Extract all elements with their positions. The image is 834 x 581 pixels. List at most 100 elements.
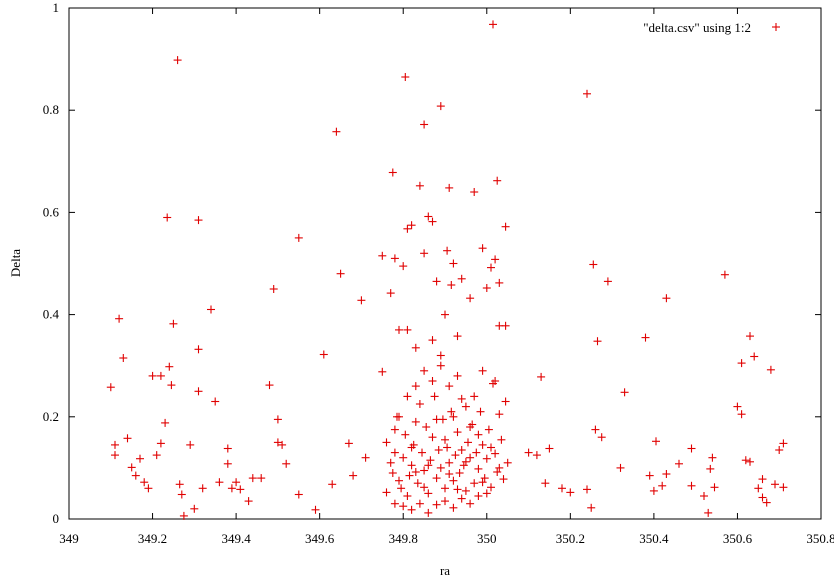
data-point: [248, 474, 257, 483]
data-point: [737, 359, 746, 368]
data-point: [190, 504, 199, 513]
y-tick-label: 0.4: [43, 307, 60, 322]
data-point: [123, 434, 132, 443]
data-point: [388, 469, 397, 477]
data-point: [332, 127, 341, 136]
data-point: [771, 480, 779, 489]
data-point: [652, 437, 660, 446]
data-point: [754, 484, 763, 493]
data-point: [215, 478, 224, 487]
data-point: [436, 463, 445, 472]
data-point: [491, 377, 500, 385]
data-point: [420, 366, 429, 375]
data-point: [432, 474, 441, 483]
data-point: [415, 400, 424, 408]
y-tick-label: 0.6: [43, 204, 60, 219]
data-point: [382, 488, 391, 497]
data-point: [493, 176, 502, 185]
data-point: [106, 383, 115, 392]
data-point: [474, 492, 483, 500]
data-point: [501, 321, 510, 330]
x-tick-label: 349: [59, 531, 79, 546]
data-point: [566, 488, 575, 497]
data-point: [390, 425, 399, 434]
data-point: [328, 480, 337, 489]
data-point: [532, 451, 541, 460]
data-point: [503, 458, 512, 467]
data-series: [106, 20, 788, 520]
data-point: [720, 270, 729, 279]
x-tick-label: 350.2: [556, 531, 585, 546]
data-point: [478, 244, 487, 253]
data-point: [591, 425, 600, 434]
data-point: [173, 56, 182, 65]
data-point: [766, 365, 775, 374]
data-point: [388, 168, 397, 177]
data-point: [445, 458, 454, 467]
data-point: [597, 433, 606, 442]
data-point: [194, 387, 203, 396]
data-point: [589, 260, 598, 269]
data-point: [487, 263, 495, 272]
x-tick-label: 350: [477, 531, 497, 546]
data-point: [395, 476, 403, 485]
x-axis-label: ra: [440, 563, 450, 578]
data-point: [415, 181, 424, 190]
data-point: [165, 362, 174, 371]
data-point: [710, 483, 719, 492]
data-point: [399, 262, 408, 271]
data-point: [706, 464, 715, 473]
y-tick-label: 1: [53, 0, 60, 15]
x-tick-label: 349.4: [221, 531, 251, 546]
data-point: [453, 332, 462, 341]
data-point: [432, 415, 441, 424]
data-point: [583, 89, 591, 98]
data-point: [294, 490, 303, 499]
data-point: [687, 481, 696, 490]
data-point: [405, 471, 414, 480]
data-point: [432, 277, 441, 286]
data-point: [119, 354, 128, 362]
data-point: [501, 397, 510, 406]
data-point: [424, 212, 433, 221]
data-point: [484, 425, 493, 434]
data-point: [390, 254, 399, 263]
data-point: [140, 478, 149, 487]
data-point: [474, 464, 483, 473]
data-point: [466, 453, 475, 462]
data-point: [407, 443, 416, 452]
data-point: [501, 222, 510, 231]
data-point: [111, 451, 119, 460]
data-point: [620, 388, 629, 397]
data-point: [470, 479, 479, 488]
x-tick-label: 350.4: [639, 531, 669, 546]
x-tick-label: 349.2: [138, 531, 167, 546]
legend: "delta.csv" using 1:2: [643, 20, 780, 35]
data-point: [223, 459, 232, 468]
data-point: [750, 352, 759, 361]
y-axis: 0 0.2 0.4 0.6 0.8 1: [43, 0, 821, 526]
data-point: [156, 371, 165, 380]
legend-marker: [772, 23, 780, 31]
x-tick-label: 349.6: [305, 531, 335, 546]
legend-label: "delta.csv" using 1:2: [643, 20, 751, 35]
data-point: [344, 439, 353, 448]
data-point: [603, 277, 612, 286]
data-point: [144, 484, 153, 493]
data-point: [236, 485, 245, 494]
data-point: [127, 463, 136, 472]
data-point: [319, 350, 328, 359]
data-point: [447, 407, 456, 416]
data-point: [474, 430, 483, 439]
data-point: [411, 417, 420, 426]
data-point: [420, 120, 429, 129]
data-point: [649, 486, 658, 495]
data-point: [495, 278, 504, 287]
x-tick-label: 350.8: [806, 531, 834, 546]
data-point: [457, 394, 466, 403]
data-point: [741, 456, 750, 465]
data-point: [445, 470, 454, 478]
data-point: [167, 381, 176, 390]
data-point: [378, 367, 387, 376]
data-point: [136, 454, 144, 463]
